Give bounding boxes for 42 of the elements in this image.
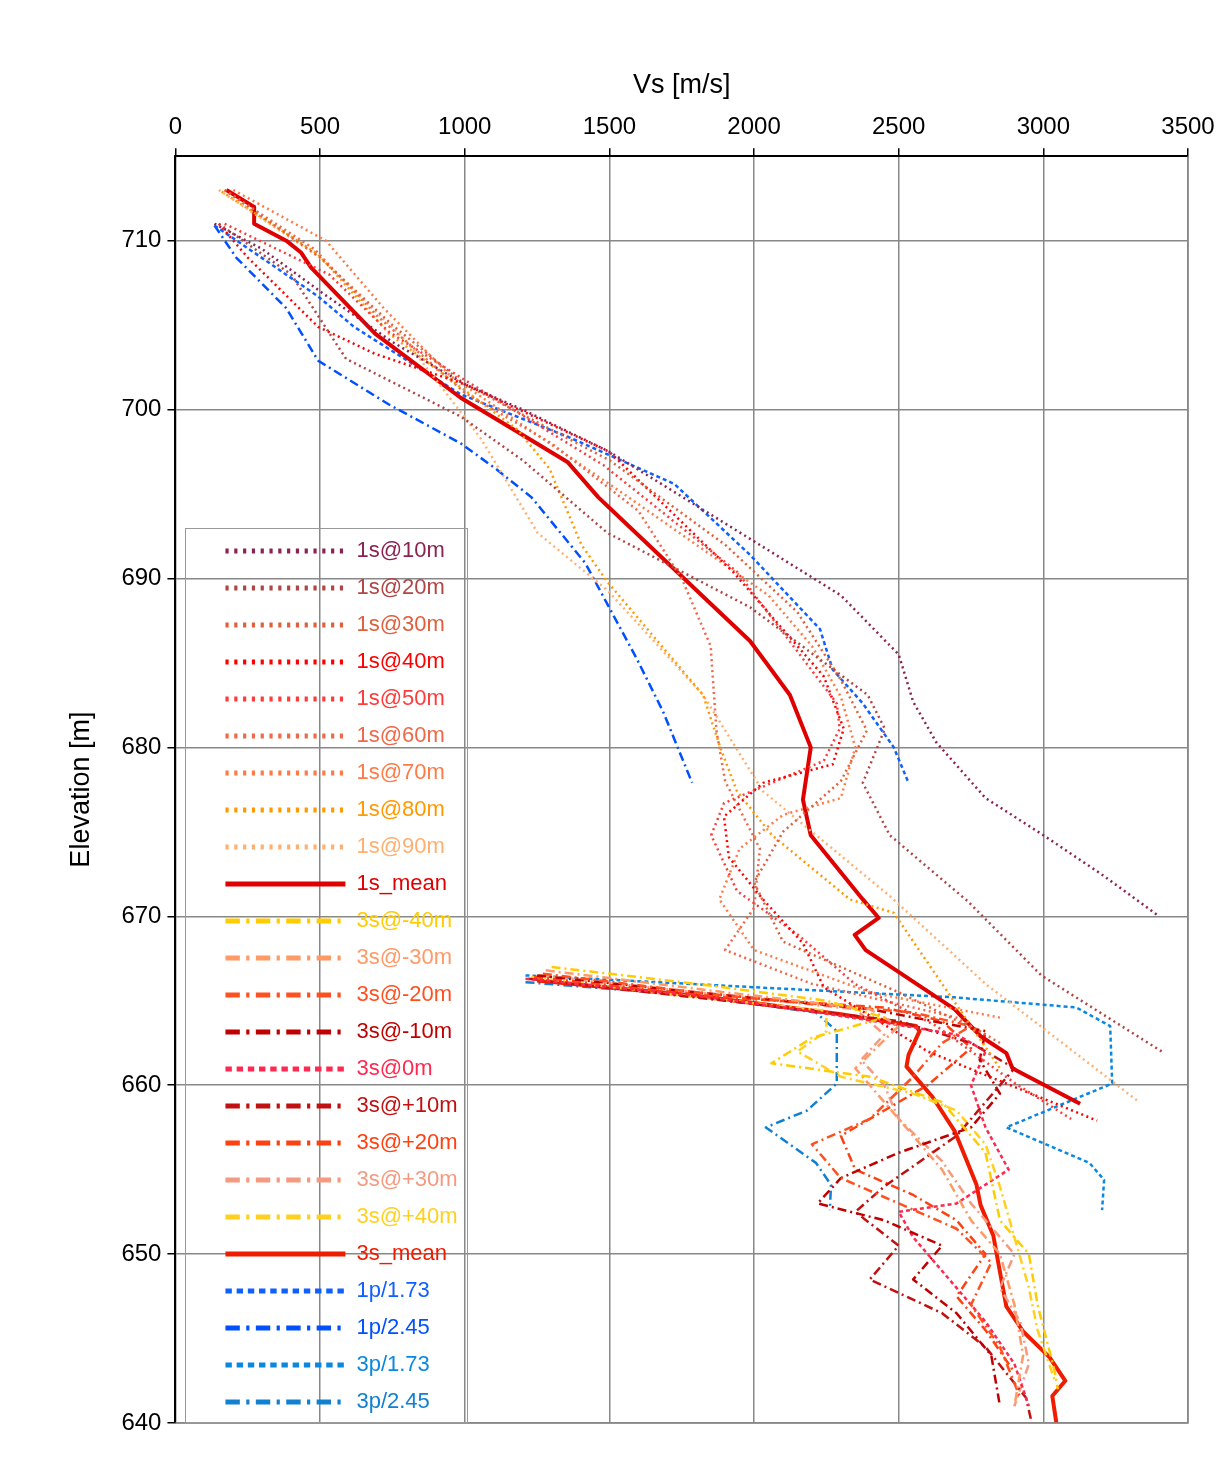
text: 3p/1.73 [356, 1351, 430, 1377]
text: 1s@30m [356, 611, 445, 637]
text: 3s@+30m [356, 1166, 458, 1192]
text: 1s_mean [356, 870, 447, 896]
text: 1s@60m [356, 722, 445, 748]
text: 3s@-20m [356, 981, 453, 1007]
text: 3s@+40m [356, 1203, 458, 1229]
x-tick-label: 1000 [438, 112, 492, 140]
text: 3s@-30m [356, 944, 453, 970]
y-axis-title: Elevation [m] [64, 711, 95, 868]
text: 3p/2.45 [356, 1388, 430, 1414]
text: 1p/2.45 [356, 1314, 430, 1340]
x-tick-label: 1500 [582, 112, 637, 140]
x-tick-label: 3500 [1161, 112, 1215, 140]
y-tick-label: 690 [121, 563, 162, 591]
text: 3s@-10m [356, 1018, 453, 1044]
text: 1s@70m [356, 759, 445, 785]
y-tick-label: 640 [121, 1407, 162, 1435]
x-tick-label: 2000 [727, 112, 781, 140]
y-tick-label: 650 [121, 1238, 162, 1266]
text: 1p/1.73 [356, 1277, 430, 1303]
text: 3s@0m [356, 1055, 433, 1081]
x-tick-label: 500 [300, 112, 341, 140]
x-axis-title: Vs [m/s] [632, 68, 731, 99]
text: 1s@90m [356, 833, 445, 859]
y-tick-label: 700 [121, 394, 162, 422]
text: 3s@+10m [356, 1092, 458, 1118]
text: 1s@10m [356, 537, 445, 563]
text: 1s@50m [356, 685, 445, 711]
x-tick-label: 3000 [1016, 112, 1071, 140]
y-tick-label: 710 [121, 225, 162, 253]
text: 1s@40m [356, 648, 445, 674]
text: 3s@+20m [356, 1129, 458, 1155]
text: 1s@20m [356, 574, 445, 600]
text: 3s@-40m [356, 907, 453, 933]
text: 1s@80m [356, 796, 445, 822]
text: 3s_mean [356, 1240, 447, 1266]
y-tick-label: 670 [121, 900, 162, 928]
x-tick-label: 2500 [872, 112, 926, 140]
y-tick-label: 680 [121, 732, 162, 759]
x-tick-label: 0 [168, 112, 183, 140]
y-tick-label: 660 [121, 1069, 162, 1097]
